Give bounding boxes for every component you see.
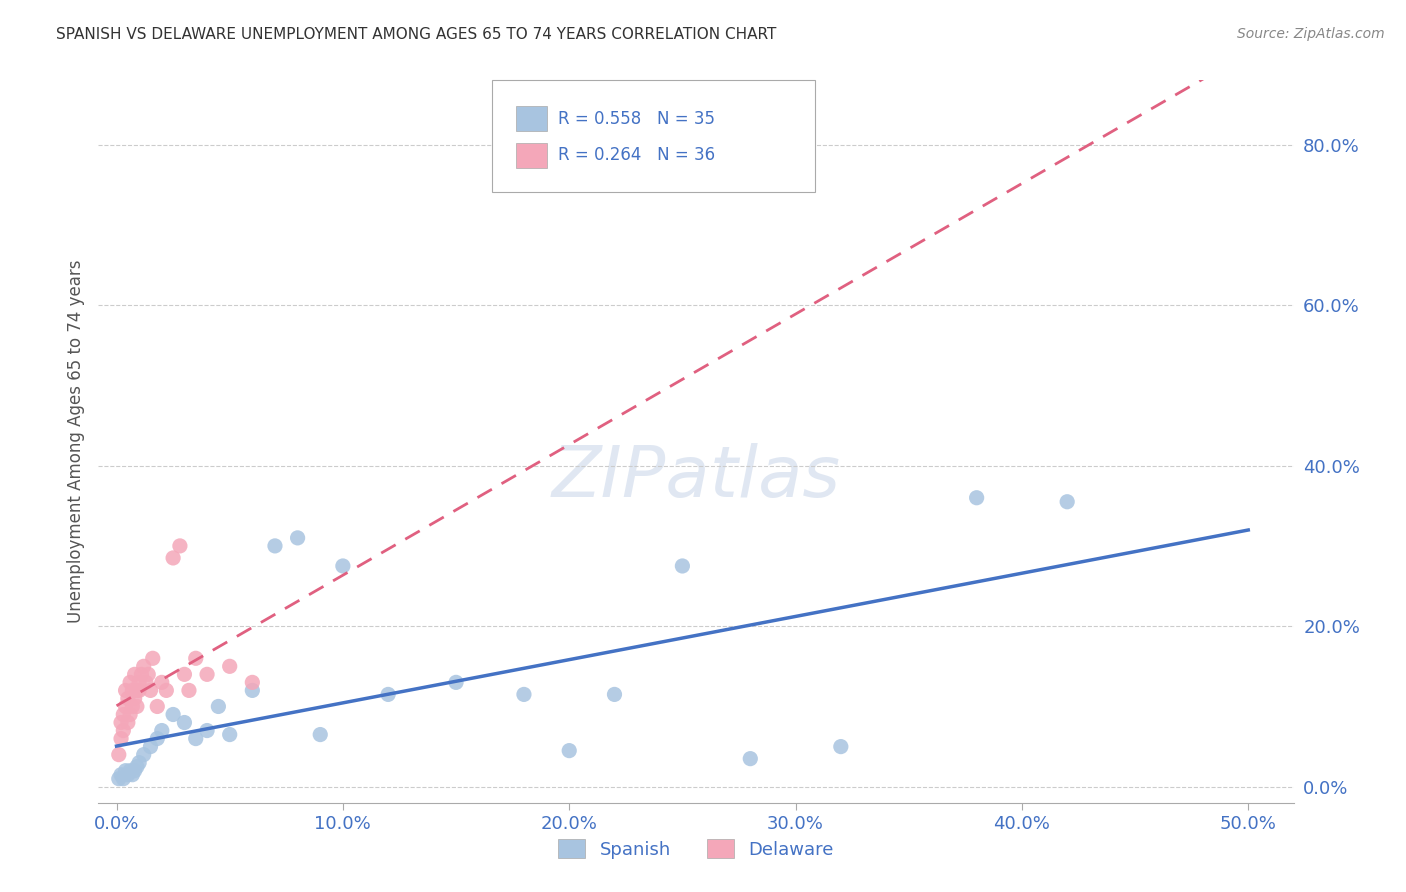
Point xyxy=(162,707,184,722)
Point xyxy=(125,760,148,774)
Point xyxy=(150,723,173,738)
Point xyxy=(169,539,191,553)
Point xyxy=(966,491,988,505)
Point xyxy=(264,539,287,553)
Point xyxy=(377,687,399,701)
Point xyxy=(110,731,132,746)
Point xyxy=(740,751,762,765)
Point xyxy=(136,667,159,681)
Point xyxy=(195,723,218,738)
Point xyxy=(135,675,157,690)
Point xyxy=(128,683,150,698)
Point xyxy=(513,687,536,701)
Point xyxy=(155,683,177,698)
Point xyxy=(218,728,240,742)
Point xyxy=(124,764,146,778)
Point xyxy=(332,558,354,573)
Point xyxy=(558,744,581,758)
Point xyxy=(309,728,332,742)
Point xyxy=(128,756,150,770)
Point xyxy=(110,715,132,730)
Point xyxy=(117,691,139,706)
Y-axis label: Unemployment Among Ages 65 to 74 years: Unemployment Among Ages 65 to 74 years xyxy=(66,260,84,624)
Point xyxy=(240,675,263,690)
Point xyxy=(830,739,852,754)
Point xyxy=(184,651,207,665)
Point xyxy=(240,683,263,698)
Point xyxy=(139,739,162,754)
Point xyxy=(287,531,309,545)
Point xyxy=(114,683,136,698)
Point xyxy=(184,731,207,746)
Point xyxy=(112,723,135,738)
Point xyxy=(132,747,155,762)
Text: R = 0.264   N = 36: R = 0.264 N = 36 xyxy=(558,146,716,164)
Point xyxy=(121,767,143,781)
Point xyxy=(173,667,195,681)
Point xyxy=(671,558,693,573)
Point xyxy=(120,707,142,722)
Point xyxy=(124,691,146,706)
Point xyxy=(207,699,229,714)
Legend: Spanish, Delaware: Spanish, Delaware xyxy=(551,832,841,866)
Point xyxy=(218,659,240,673)
Point xyxy=(128,675,150,690)
Point xyxy=(121,683,143,698)
Point xyxy=(177,683,200,698)
Point xyxy=(120,675,142,690)
Point xyxy=(107,772,129,786)
Point xyxy=(117,715,139,730)
Point xyxy=(120,764,142,778)
Point xyxy=(131,667,153,681)
Point xyxy=(125,683,148,698)
Point xyxy=(142,651,165,665)
Point xyxy=(114,699,136,714)
Point xyxy=(112,707,135,722)
Point xyxy=(603,687,626,701)
Point xyxy=(112,772,135,786)
Text: ZIPatlas: ZIPatlas xyxy=(551,443,841,512)
Point xyxy=(124,667,146,681)
Point xyxy=(117,767,139,781)
Point xyxy=(125,699,148,714)
Point xyxy=(107,747,129,762)
Point xyxy=(110,767,132,781)
Point xyxy=(150,675,173,690)
Point xyxy=(444,675,467,690)
Point xyxy=(146,731,169,746)
Text: R = 0.558   N = 35: R = 0.558 N = 35 xyxy=(558,110,716,128)
Point xyxy=(139,683,162,698)
Point xyxy=(146,699,169,714)
Point xyxy=(1056,494,1078,508)
Text: SPANISH VS DELAWARE UNEMPLOYMENT AMONG AGES 65 TO 74 YEARS CORRELATION CHART: SPANISH VS DELAWARE UNEMPLOYMENT AMONG A… xyxy=(56,27,776,42)
Text: Source: ZipAtlas.com: Source: ZipAtlas.com xyxy=(1237,27,1385,41)
Point xyxy=(132,659,155,673)
Point xyxy=(173,715,195,730)
Point xyxy=(114,764,136,778)
Point xyxy=(162,551,184,566)
Point xyxy=(121,699,143,714)
Point xyxy=(195,667,218,681)
